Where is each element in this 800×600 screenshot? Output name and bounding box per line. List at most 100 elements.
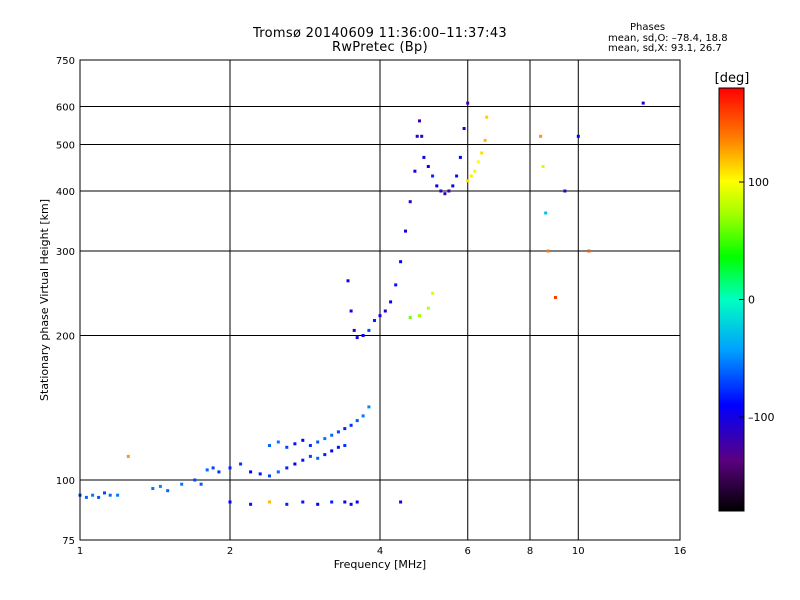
data-point (91, 493, 95, 497)
data-point (336, 445, 340, 449)
data-point (483, 138, 487, 142)
y-axis-label: Stationary phase Virtual Height [km] (38, 199, 51, 401)
data-point (228, 466, 232, 470)
data-point (84, 495, 88, 499)
data-point (268, 474, 271, 478)
y-tick-label: 500 (56, 141, 75, 152)
data-points (78, 101, 645, 506)
data-point (355, 336, 359, 340)
data-point (349, 502, 353, 506)
y-tick-label: 100 (56, 476, 75, 487)
data-point (431, 291, 435, 295)
data-point (544, 211, 548, 215)
data-point (301, 500, 305, 504)
y-tick-label: 750 (56, 56, 75, 67)
data-point (399, 260, 403, 264)
data-point (276, 470, 280, 474)
data-point (476, 160, 480, 164)
phase-stats-x: mean, sd,X: 93.1, 26.7 (608, 43, 722, 54)
data-point (249, 502, 253, 506)
data-point (217, 470, 221, 474)
data-point (293, 442, 297, 446)
data-point (205, 468, 209, 472)
data-point (108, 493, 112, 497)
data-point (285, 466, 289, 470)
data-point (258, 472, 262, 476)
data-point (418, 119, 421, 123)
x-tick-label: 1 (77, 546, 83, 557)
colorbar-tick-label: –100 (748, 411, 775, 424)
data-point (285, 502, 289, 506)
data-point (435, 184, 439, 188)
data-point (413, 169, 417, 173)
x-axis-label: Frequency [MHz] (334, 558, 426, 571)
data-point (126, 454, 130, 458)
data-point (268, 444, 271, 447)
data-point (116, 493, 120, 497)
data-point (355, 500, 359, 504)
data-point (426, 306, 430, 310)
data-point (349, 309, 353, 313)
data-point (451, 184, 455, 188)
data-point (420, 134, 424, 138)
data-point (343, 427, 347, 431)
data-point (228, 500, 232, 504)
data-point (316, 456, 320, 460)
data-point (361, 334, 365, 337)
y-tick-label: 75 (62, 536, 75, 547)
data-point (466, 179, 470, 183)
plot-frame (79, 59, 681, 541)
x-tick-label: 4 (377, 546, 383, 557)
data-point (469, 174, 473, 178)
data-point (373, 319, 376, 322)
data-point (422, 155, 426, 159)
phase-stats-heading: Phases (630, 22, 666, 33)
data-point (458, 155, 462, 159)
data-point (343, 500, 347, 504)
data-point (473, 169, 477, 173)
data-point (211, 466, 215, 470)
y-tick-label: 400 (56, 187, 75, 198)
data-point (199, 482, 203, 486)
data-point (268, 500, 271, 504)
data-point (431, 174, 435, 178)
data-point (308, 444, 312, 447)
data-point (378, 314, 382, 318)
data-point (546, 249, 550, 253)
data-point (554, 296, 557, 299)
data-point (447, 189, 451, 193)
data-point (346, 279, 350, 283)
data-point (418, 314, 421, 318)
x-tick-label: 2 (227, 546, 233, 557)
data-point (330, 500, 334, 504)
data-point (336, 430, 340, 434)
data-point (399, 500, 403, 504)
data-point (316, 502, 320, 506)
data-point (462, 127, 466, 130)
x-tick-label: 10 (572, 546, 585, 557)
data-point (330, 449, 334, 453)
data-point (408, 200, 412, 204)
y-tick-label: 200 (56, 332, 75, 343)
data-point (323, 453, 327, 457)
grid-lines (80, 60, 680, 540)
data-point (443, 192, 447, 196)
data-point (301, 458, 305, 462)
y-tick-label: 300 (56, 247, 75, 258)
axis-ticks: 1 2 4 6 8 10 16 75 100 200 300 400 500 600 750 (56, 56, 686, 557)
data-point (415, 134, 419, 138)
data-point (285, 445, 289, 449)
data-point (323, 437, 327, 441)
data-point (330, 433, 334, 437)
data-point (539, 134, 543, 138)
colorbar-tick-label: 100 (748, 176, 769, 189)
chart-title: Tromsø 20140609 11:36:00–11:37:43 (252, 26, 508, 41)
data-point (394, 283, 398, 287)
data-point (576, 134, 580, 138)
colorbar-label: [deg] (715, 71, 750, 86)
data-point (439, 189, 443, 193)
data-point (249, 470, 253, 474)
data-point (343, 444, 347, 447)
data-point (97, 495, 101, 499)
